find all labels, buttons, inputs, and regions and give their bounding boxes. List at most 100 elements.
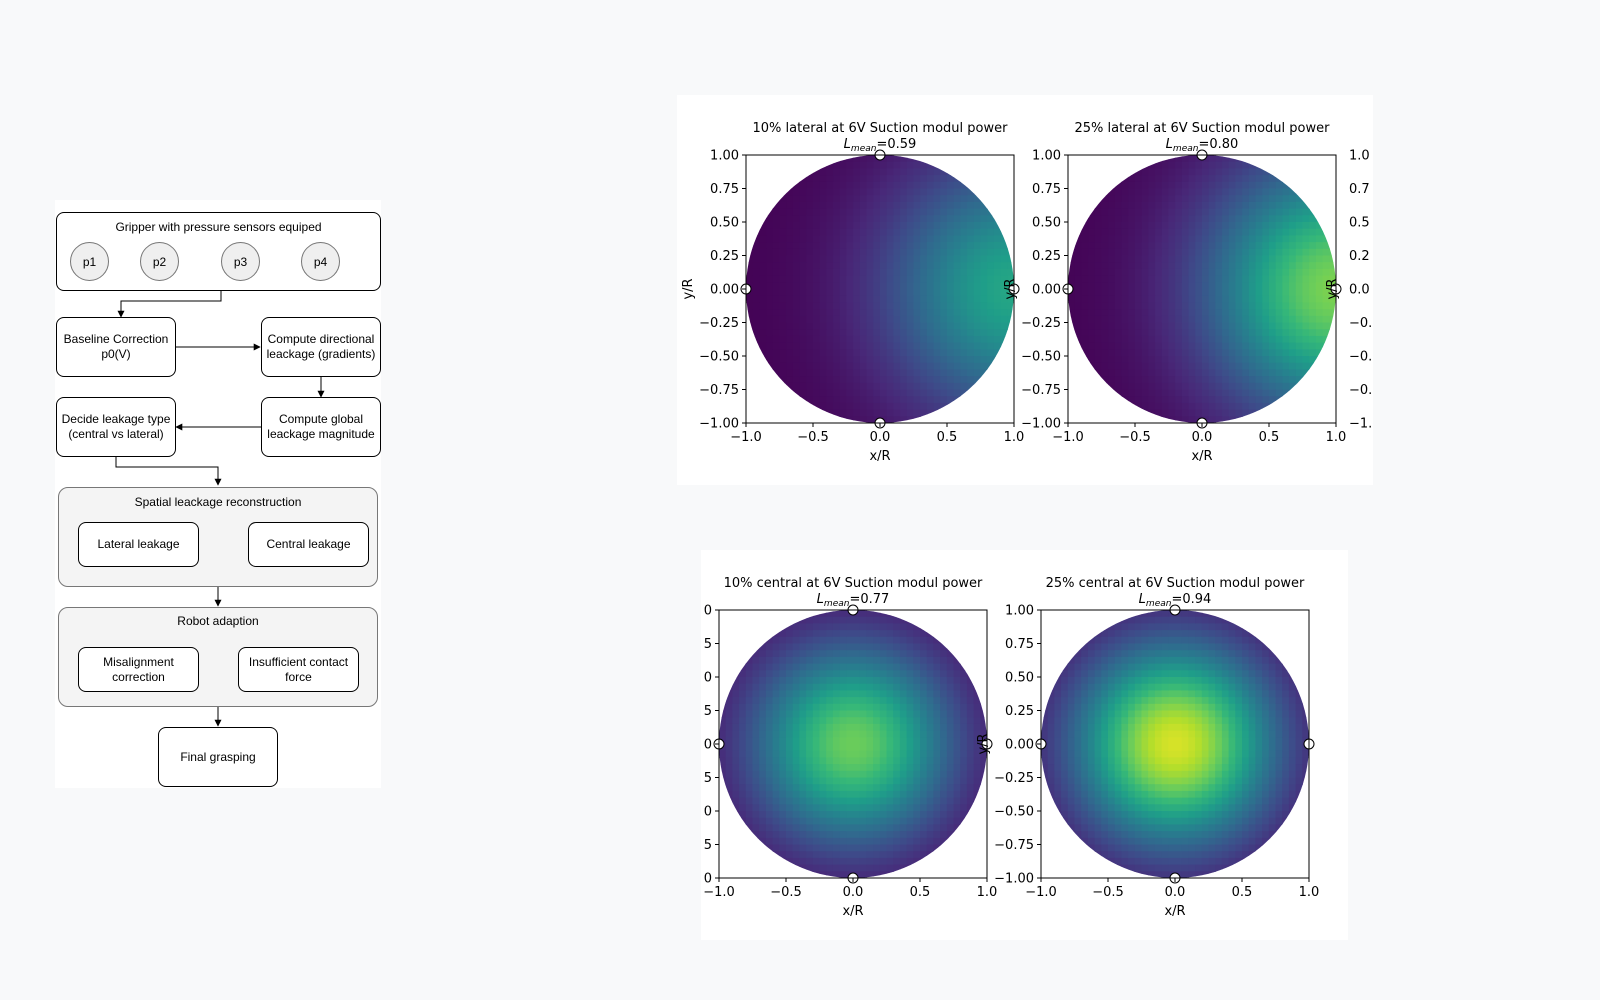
- heatmap-cell: [759, 656, 767, 665]
- heatmap-cell: [792, 837, 800, 846]
- heatmap-cell: [1114, 155, 1123, 163]
- heatmap-cell: [866, 844, 874, 852]
- heatmap-cell: [1181, 208, 1190, 216]
- heatmap-cell: [1195, 262, 1203, 270]
- heatmap-cell: [1000, 175, 1008, 183]
- heatmap-cell: [1161, 282, 1170, 290]
- heatmap-cell: [966, 616, 975, 624]
- heatmap-cell: [806, 857, 814, 866]
- heatmap-cell: [1255, 342, 1263, 350]
- heatmap-cell: [799, 683, 807, 691]
- heatmap-cell: [886, 697, 894, 705]
- heatmap-cell: [1275, 356, 1283, 364]
- heatmap-cell: [1282, 155, 1290, 163]
- heatmap-cell: [853, 616, 861, 624]
- heatmap-cell: [973, 195, 982, 203]
- heatmap-cell: [900, 181, 908, 190]
- heatmap-cell: [880, 188, 888, 196]
- heatmap-cell: [893, 289, 901, 297]
- heatmap-cell: [899, 790, 908, 799]
- heatmap-cell: [899, 857, 908, 866]
- heatmap-cell: [1188, 161, 1196, 169]
- heatmap-cell: [940, 656, 948, 665]
- heatmap-cell: [752, 302, 760, 310]
- heatmap-cell: [1101, 155, 1109, 163]
- heatmap-cell: [819, 764, 827, 772]
- heatmap-cell: [946, 811, 955, 819]
- heatmap-cell: [1295, 315, 1304, 324]
- heatmap-cell: [1101, 215, 1109, 223]
- heatmap-cell: [1202, 242, 1210, 250]
- heatmap-cell: [1181, 275, 1190, 283]
- heatmap-cell: [732, 797, 740, 805]
- heatmap-cell: [792, 663, 800, 671]
- heatmap-cell: [759, 376, 767, 384]
- heatmap-cell: [792, 188, 801, 196]
- heatmap-cell: [1235, 362, 1243, 370]
- heatmap-cell: [1168, 369, 1176, 377]
- heatmap-cell: [1322, 195, 1330, 203]
- heatmap-cell: [1188, 322, 1196, 330]
- heatmap-cell: [1309, 409, 1317, 417]
- heatmap-cell: [953, 295, 961, 303]
- heatmap-cell: [1141, 248, 1149, 257]
- heatmap-cell: [1228, 168, 1237, 176]
- heatmap-cell: [1168, 201, 1176, 210]
- heatmap-cell: [900, 302, 908, 310]
- heatmap-cell: [980, 155, 988, 163]
- heatmap-cell: [920, 650, 928, 658]
- heatmap-cell: [933, 289, 941, 297]
- heatmap-cell: [1074, 248, 1082, 257]
- heatmap-cell: [745, 636, 754, 645]
- heatmap-cell: [1121, 235, 1129, 243]
- heatmap-cell: [1228, 155, 1237, 163]
- heatmap-cell: [839, 201, 848, 210]
- heatmap-cell: [1242, 275, 1250, 283]
- heatmap-cell: [920, 824, 928, 832]
- heatmap-cell: [725, 797, 733, 805]
- heatmap-cell: [973, 643, 981, 651]
- heatmap-cell: [752, 831, 760, 839]
- heatmap-cell: [859, 376, 868, 384]
- heatmap-cell: [913, 790, 921, 799]
- heatmap-cell: [766, 295, 774, 303]
- heatmap-cell: [859, 723, 867, 732]
- heatmap-cell: [893, 322, 901, 330]
- heatmap-cell: [899, 683, 908, 691]
- heatmap-cell: [719, 677, 727, 685]
- heatmap-cell: [732, 737, 740, 745]
- heatmap-cell: [960, 857, 968, 866]
- heatmap-cell: [1148, 302, 1156, 310]
- heatmap-cell: [926, 770, 934, 779]
- heatmap-cell: [1302, 222, 1310, 230]
- heatmap-cell: [792, 262, 801, 270]
- heatmap-cell: [920, 201, 928, 210]
- heatmap-cell: [933, 804, 941, 812]
- heatmap-cell: [900, 188, 908, 196]
- heatmap-cell: [1148, 255, 1156, 263]
- heatmap-cell: [880, 295, 888, 303]
- heatmap-cell: [799, 289, 807, 297]
- heatmap-cell: [1141, 255, 1149, 263]
- heatmap-cell: [1208, 402, 1216, 411]
- heatmap-cell: [759, 831, 767, 839]
- heatmap-cell: [859, 222, 868, 230]
- heatmap-2-metric: Lmean=0.77: [817, 592, 890, 609]
- heatmap-cell: [886, 356, 894, 364]
- heatmap-cell: [759, 362, 767, 370]
- heatmap-cell: [766, 208, 774, 216]
- heatmap-2-cells: [719, 610, 987, 878]
- heatmap-cell: [913, 262, 921, 270]
- heatmap-cell: [719, 656, 727, 665]
- heatmap-cell: [1088, 201, 1096, 210]
- heatmap-cell: [953, 155, 961, 163]
- heatmap-cell: [739, 650, 747, 658]
- heatmap-cell: [906, 723, 914, 732]
- heatmap-cell: [1181, 362, 1190, 370]
- heatmap-cell: [1000, 282, 1008, 290]
- heatmap-cell: [1101, 362, 1109, 370]
- heatmap-cell: [940, 831, 948, 839]
- heatmap-cell: [839, 402, 848, 411]
- heatmap-cell: [966, 677, 975, 685]
- heatmap-cell: [1242, 248, 1250, 257]
